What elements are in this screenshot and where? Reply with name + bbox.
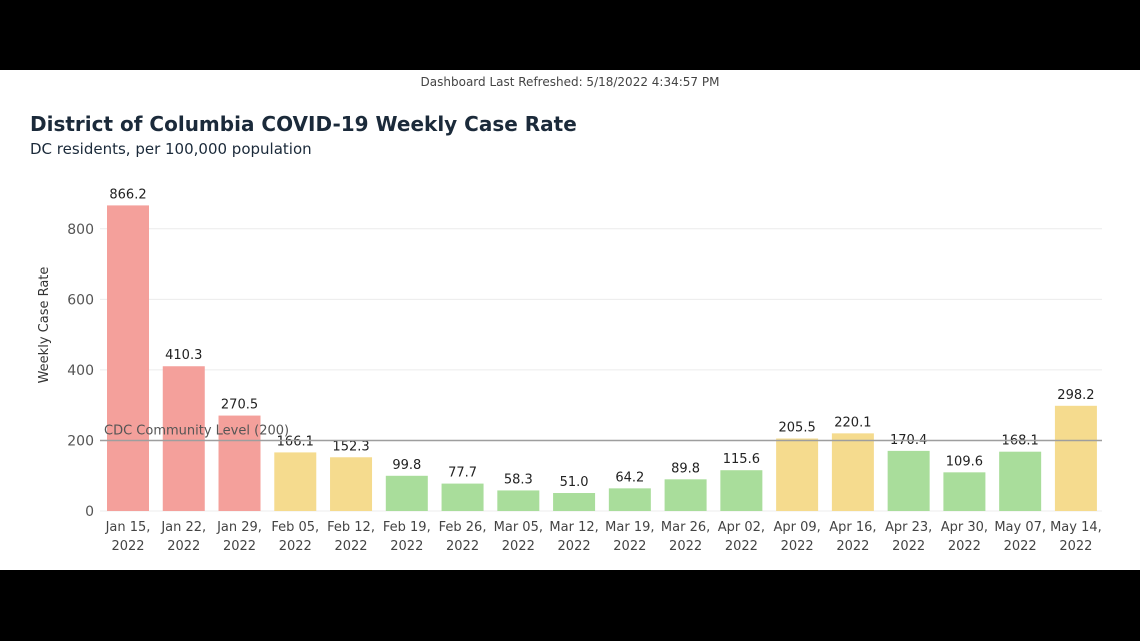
x-tick-label: Jan 22,: [160, 520, 206, 535]
data-label: 99.8: [392, 458, 421, 473]
bar: [497, 490, 540, 511]
x-tick-label: Apr 16,: [829, 520, 876, 535]
data-label: 410.3: [165, 348, 202, 363]
y-tick-label: 400: [67, 363, 94, 379]
bar: [553, 493, 596, 511]
data-label: 64.2: [615, 470, 644, 485]
data-label: 270.5: [221, 398, 258, 413]
data-label: 109.6: [946, 454, 983, 469]
x-tick-label: Jan 15,: [105, 520, 151, 535]
y-axis-label: Weekly Case Rate: [37, 267, 52, 384]
x-tick-label: Apr 02,: [718, 520, 765, 535]
data-label: 298.2: [1057, 388, 1094, 403]
bar: [608, 488, 651, 511]
x-tick-label: Mar 19,: [605, 520, 654, 535]
x-tick-label-year: 2022: [1059, 539, 1092, 554]
bar: [218, 415, 261, 511]
x-tick-label: Feb 19,: [383, 520, 431, 535]
cdc-reference-label: CDC Community Level (200): [104, 423, 289, 438]
x-tick-label: Feb 12,: [327, 520, 375, 535]
data-label: 152.3: [332, 439, 369, 454]
bar: [385, 475, 428, 511]
data-label: 77.7: [448, 466, 477, 481]
bar: [330, 457, 373, 511]
y-tick-label: 600: [67, 292, 94, 308]
x-tick-label-year: 2022: [669, 539, 702, 554]
bar: [1054, 405, 1097, 511]
x-tick-label-year: 2022: [781, 539, 814, 554]
data-label: 866.2: [109, 187, 146, 202]
bar: [274, 452, 317, 511]
data-label: 220.1: [834, 415, 871, 430]
y-tick-label: 200: [67, 433, 94, 449]
x-tick-label-year: 2022: [279, 539, 312, 554]
data-label: 89.8: [671, 461, 700, 476]
bar: [664, 479, 707, 511]
data-label: 51.0: [560, 475, 589, 490]
x-tick-label-year: 2022: [111, 539, 144, 554]
bar: [162, 366, 205, 511]
y-tick-label: 0: [85, 504, 94, 520]
data-label: 205.5: [779, 420, 816, 435]
last-refreshed-text: Dashboard Last Refreshed: 5/18/2022 4:34…: [420, 75, 720, 89]
x-tick-label-year: 2022: [613, 539, 646, 554]
y-tick-label: 800: [67, 222, 94, 238]
dashboard-panel: Dashboard Last Refreshed: 5/18/2022 4:34…: [0, 70, 1140, 570]
x-tick-label-year: 2022: [948, 539, 981, 554]
x-tick-label: Apr 23,: [885, 520, 932, 535]
x-tick-label-year: 2022: [334, 539, 367, 554]
data-label: 58.3: [504, 472, 533, 487]
bar: [887, 450, 930, 511]
bar: [720, 470, 763, 511]
x-tick-label: Mar 12,: [549, 520, 598, 535]
x-tick-label: Feb 05,: [271, 520, 319, 535]
x-tick-label-year: 2022: [892, 539, 925, 554]
x-tick-label: Jan 29,: [216, 520, 262, 535]
data-label: 115.6: [723, 452, 760, 467]
chart-title: District of Columbia COVID-19 Weekly Cas…: [30, 112, 577, 136]
bar: [107, 205, 149, 511]
x-tick-label: Mar 26,: [661, 520, 710, 535]
data-label: 168.1: [1002, 434, 1039, 449]
bar: [776, 438, 819, 511]
bar: [943, 472, 986, 511]
bar: [441, 483, 484, 511]
bar: [999, 451, 1042, 511]
x-tick-label: May 07,: [994, 520, 1046, 535]
x-tick-label-year: 2022: [1004, 539, 1037, 554]
x-tick-label-year: 2022: [446, 539, 479, 554]
x-tick-label-year: 2022: [836, 539, 869, 554]
x-tick-label: Apr 09,: [773, 520, 820, 535]
bar-chart: 0 200 400 600 800 Weekly Case Rate 866.2 Jan 15…: [37, 187, 1102, 554]
x-tick-label-year: 2022: [558, 539, 591, 554]
chart-subtitle: DC residents, per 100,000 population: [30, 140, 312, 158]
x-tick-label-year: 2022: [223, 539, 256, 554]
x-tick-label: Apr 30,: [941, 520, 988, 535]
x-tick-label-year: 2022: [502, 539, 535, 554]
x-tick-label: Mar 05,: [494, 520, 543, 535]
x-tick-label: Feb 26,: [439, 520, 487, 535]
data-label: 166.1: [277, 434, 314, 449]
x-tick-label: May 14,: [1050, 520, 1102, 535]
bar: [831, 433, 874, 511]
x-tick-label-year: 2022: [390, 539, 423, 554]
x-tick-label-year: 2022: [725, 539, 758, 554]
x-tick-label-year: 2022: [167, 539, 200, 554]
